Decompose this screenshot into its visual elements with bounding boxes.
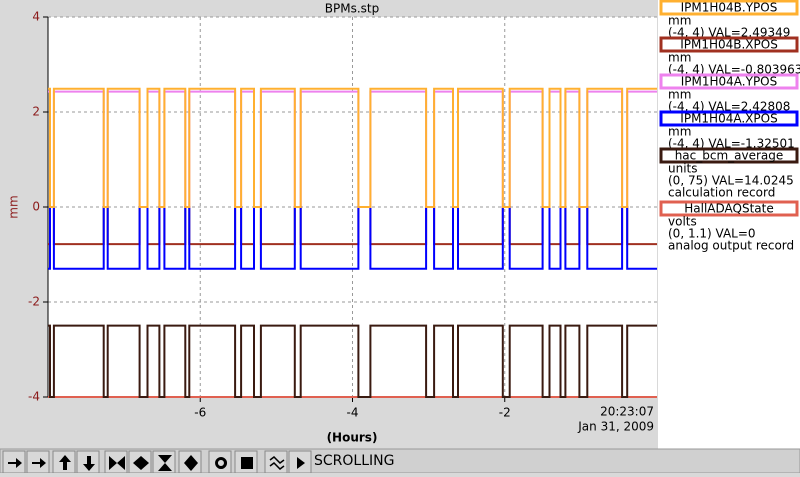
legend-box[interactable] bbox=[659, 110, 799, 127]
legend-box[interactable] bbox=[659, 147, 799, 164]
toolbar-buttons bbox=[2, 450, 312, 474]
toolbar-button[interactable] bbox=[2, 450, 26, 474]
button-icon bbox=[158, 455, 172, 471]
button-icon bbox=[109, 456, 125, 470]
legend-units: units bbox=[668, 162, 698, 176]
legend-units: mm bbox=[668, 88, 691, 102]
legend-name: HallADAQState bbox=[684, 202, 774, 216]
legend-description: analog output record bbox=[668, 239, 794, 253]
toolbar-button[interactable] bbox=[104, 450, 128, 474]
legend-description: calculation record bbox=[668, 186, 775, 200]
toolbar: SCROLLING bbox=[0, 448, 800, 474]
legend-range: (-4, 4) VAL=2.42808 bbox=[668, 100, 790, 114]
date-label: Jan 31, 2009 bbox=[577, 420, 654, 434]
y-tick-label: -2 bbox=[28, 295, 40, 309]
x-tick-label: -6 bbox=[194, 406, 206, 420]
y-tick-label: -4 bbox=[28, 390, 40, 404]
toolbar-button[interactable] bbox=[152, 450, 176, 474]
legend-range: (-4, 4) VAL=-0.803963 bbox=[668, 63, 800, 77]
legend-name: IPM1H04B.XPOS bbox=[680, 38, 778, 52]
time-label: 20:23:07 bbox=[600, 405, 654, 419]
y-tick-label: 4 bbox=[32, 10, 40, 24]
legend-range: (0, 1.1) VAL=0 bbox=[668, 227, 756, 241]
plot-area bbox=[48, 17, 657, 397]
legend-name: IPM1H04B.YPOS bbox=[681, 1, 778, 15]
x-tick-label: -2 bbox=[499, 406, 511, 420]
legend-box[interactable] bbox=[659, 36, 799, 53]
x-axis-label: (Hours) bbox=[327, 431, 378, 445]
toolbar-button[interactable] bbox=[208, 450, 232, 474]
legend-range: (0, 75) VAL=14.0245 bbox=[668, 174, 794, 188]
series-line bbox=[48, 87, 657, 208]
button-icon bbox=[133, 456, 149, 470]
legend-name: IPM1H04A.YPOS bbox=[681, 75, 778, 89]
legend-units: mm bbox=[668, 51, 691, 65]
button-icon bbox=[8, 458, 22, 468]
legend-units: mm bbox=[668, 125, 691, 139]
legend-box[interactable] bbox=[659, 0, 799, 16]
status-text: SCROLLING bbox=[314, 453, 394, 469]
legend-name: hac_bcm_average bbox=[675, 149, 784, 163]
button-icon bbox=[83, 456, 95, 471]
button-icon bbox=[59, 455, 71, 470]
series-line bbox=[48, 324, 657, 398]
toolbar-button[interactable] bbox=[288, 450, 312, 474]
button-icon bbox=[215, 457, 228, 469]
legend-box[interactable] bbox=[659, 73, 799, 90]
legend-box[interactable] bbox=[659, 200, 799, 217]
legend-units: mm bbox=[668, 14, 691, 28]
button-icon bbox=[32, 458, 46, 468]
toolbar-button[interactable] bbox=[128, 450, 152, 474]
plot: 4 2 0 -2 -4 -6 -4 -2 bbox=[28, 10, 657, 420]
toolbar-button[interactable] bbox=[178, 450, 202, 474]
y-tick-label: 0 bbox=[32, 200, 40, 214]
y-tick-label: 2 bbox=[32, 105, 40, 119]
button-face bbox=[264, 450, 288, 474]
legend-range: (-4, 4) VAL=-1.32501 bbox=[668, 137, 795, 151]
button-icon bbox=[269, 456, 285, 470]
toolbar-button[interactable] bbox=[26, 450, 50, 474]
chart-title: BPMs.stp bbox=[325, 2, 379, 16]
toolbar-button[interactable] bbox=[76, 450, 100, 474]
button-icon bbox=[184, 455, 198, 471]
button-icon bbox=[297, 456, 307, 470]
toolbar-button[interactable] bbox=[234, 450, 258, 474]
toolbar-button[interactable] bbox=[52, 450, 76, 474]
toolbar-button[interactable] bbox=[264, 450, 288, 474]
button-face bbox=[208, 450, 232, 474]
x-tick-label: -4 bbox=[347, 406, 359, 420]
button-icon bbox=[241, 457, 253, 469]
y-axis-label: mm bbox=[7, 195, 21, 218]
legend-range: (-4, 4) VAL=2.49349 bbox=[668, 26, 790, 40]
legend-name: IPM1H04A.XPOS bbox=[680, 112, 777, 126]
legend-units: volts bbox=[668, 215, 697, 229]
